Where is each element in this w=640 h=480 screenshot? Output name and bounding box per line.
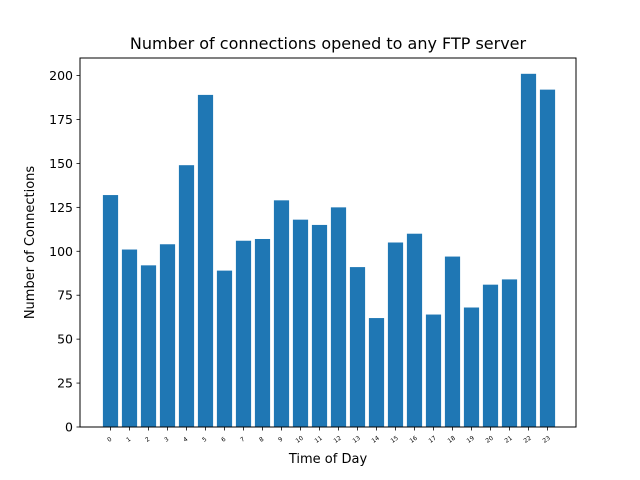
bar-16 <box>406 233 423 427</box>
x-axis-label: Time of Day <box>288 452 368 467</box>
bar-12 <box>330 207 347 427</box>
y-tick-label: 75 <box>57 288 73 303</box>
bar-22 <box>520 73 537 427</box>
bar-15 <box>387 242 404 427</box>
y-tick-label: 150 <box>49 156 73 171</box>
y-tick-label: 175 <box>49 112 73 127</box>
y-axis-label: Number of Connections <box>23 166 38 320</box>
bar-21 <box>501 279 518 427</box>
x-tick-label: 1 <box>125 436 132 444</box>
x-tick-label: 2 <box>144 436 151 444</box>
x-tick-label: 17 <box>428 435 438 445</box>
x-tick-label: 10 <box>295 435 305 445</box>
x-tick-label: 4 <box>182 436 189 444</box>
x-tick-label: 11 <box>314 435 324 445</box>
bar-11 <box>311 224 328 427</box>
bar-10 <box>292 219 309 427</box>
x-tick-label: 18 <box>447 435 457 445</box>
x-tick-label: 21 <box>504 435 514 445</box>
y-tick-label: 100 <box>49 244 73 259</box>
bar-8 <box>254 238 271 427</box>
bar-2 <box>140 265 157 427</box>
bar-5 <box>197 94 214 428</box>
x-ticks-group: 0 1 2 3 4 5 6 7 8 9 10 11 12 13 14 15 16 17 18 19 20 21 22 23 <box>106 427 552 445</box>
x-tick-label: 7 <box>239 436 246 444</box>
x-tick-label: 14 <box>371 435 381 445</box>
bar-4 <box>178 165 195 427</box>
plot-frame <box>79 57 577 428</box>
bar-6 <box>216 270 233 427</box>
bar-13 <box>349 267 366 427</box>
bar-17 <box>425 314 442 427</box>
x-tick-label: 22 <box>523 435 533 445</box>
bar-9 <box>273 200 290 427</box>
bar-20 <box>482 284 499 427</box>
x-tick-label: 16 <box>409 435 419 445</box>
bar-0 <box>102 195 119 427</box>
bar-3 <box>159 244 176 427</box>
bars-group <box>102 73 556 428</box>
bar-19 <box>463 307 480 427</box>
x-tick-label: 8 <box>258 436 265 444</box>
y-tick-label: 125 <box>49 200 73 215</box>
bar-7 <box>235 240 252 427</box>
x-tick-label: 19 <box>466 435 476 445</box>
x-tick-label: 20 <box>485 435 495 445</box>
x-tick-label: 15 <box>390 435 400 445</box>
y-tick-label: 0 <box>65 420 73 435</box>
y-tick-label: 200 <box>49 68 73 83</box>
bar-23 <box>539 89 556 427</box>
x-tick-label: 9 <box>277 436 284 444</box>
chart-title: Number of connections opened to any FTP … <box>130 34 527 53</box>
x-tick-label: 12 <box>333 435 343 445</box>
x-tick-label: 0 <box>106 436 113 444</box>
bar-1 <box>121 249 138 427</box>
y-tick-label: 25 <box>57 376 73 391</box>
x-tick-label: 23 <box>542 435 552 445</box>
bar-14 <box>368 318 385 427</box>
y-ticks-group: 0 25 50 75 100 125 150 175 200 <box>49 68 80 435</box>
x-tick-label: 5 <box>201 436 208 444</box>
bar-18 <box>444 256 461 427</box>
x-tick-label: 6 <box>220 436 227 444</box>
x-tick-label: 13 <box>352 435 362 445</box>
y-tick-label: 50 <box>57 332 73 347</box>
x-tick-label: 3 <box>163 436 170 444</box>
